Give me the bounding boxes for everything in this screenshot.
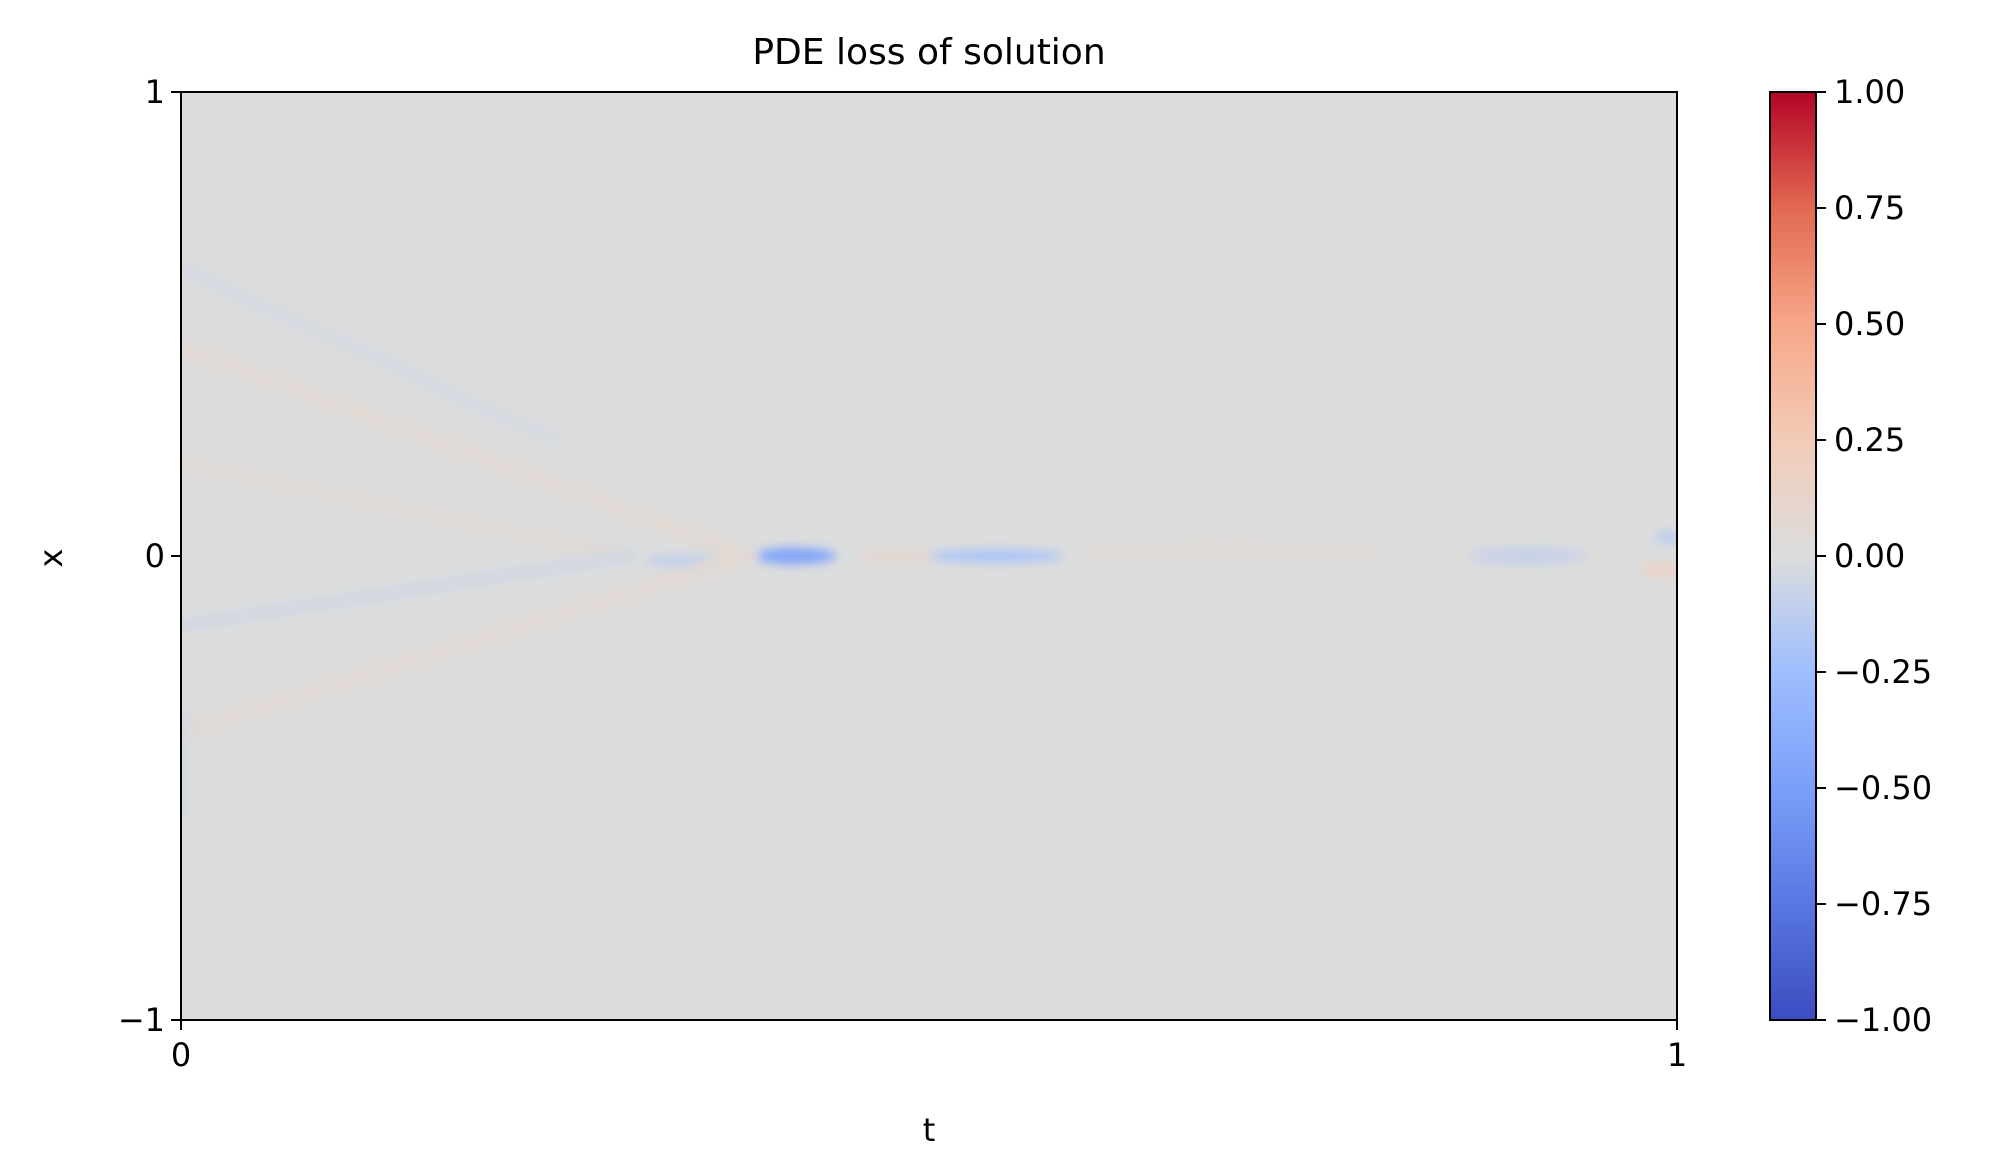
colorbar-tick-label: −0.25 — [1834, 653, 1932, 691]
heatmap-blob — [929, 549, 1064, 563]
colorbar-tick-label: −0.75 — [1834, 885, 1932, 923]
chart-title: PDE loss of solution — [752, 32, 1105, 73]
heatmap-band — [181, 337, 759, 566]
colorbar-tick-label: 0.75 — [1834, 189, 1905, 227]
x-tick-label: 0 — [171, 1036, 191, 1074]
heatmap-band — [181, 549, 637, 633]
heatmap-band — [181, 546, 759, 742]
heatmap-blob — [1639, 560, 1677, 580]
colorbar-tick-label: 0.00 — [1834, 537, 1905, 575]
y-tick-label: −1 — [118, 1001, 165, 1039]
y-axis-ticks: −1 0 1 — [118, 73, 181, 1039]
heatmap-band — [181, 456, 637, 563]
y-axis-label: x — [32, 549, 70, 568]
heatmap-features — [181, 261, 1677, 819]
y-tick-label: 1 — [145, 73, 165, 111]
colorbar-tick-label: −0.50 — [1834, 769, 1932, 807]
heatmap-band — [181, 261, 562, 447]
heatmap-blob — [752, 547, 837, 565]
colorbar-tick-label: 0.25 — [1834, 421, 1905, 459]
heatmap-blob — [854, 549, 944, 563]
x-axis-label: t — [923, 1111, 936, 1149]
colorbar-tick-label: 1.00 — [1834, 73, 1905, 111]
heatmap-blob — [1654, 530, 1677, 545]
colorbar-ticks: 1.00 0.75 0.50 0.25 0.00 −0.25 −0.50 −0.75 −1.00 — [1816, 73, 1932, 1039]
colorbar-tick-label: −1.00 — [1834, 1001, 1932, 1039]
y-tick-label: 0 — [145, 537, 165, 575]
x-tick-label: 1 — [1667, 1036, 1687, 1074]
colorbar — [1769, 91, 1817, 1021]
colorbar-tick-label: 0.50 — [1834, 305, 1905, 343]
